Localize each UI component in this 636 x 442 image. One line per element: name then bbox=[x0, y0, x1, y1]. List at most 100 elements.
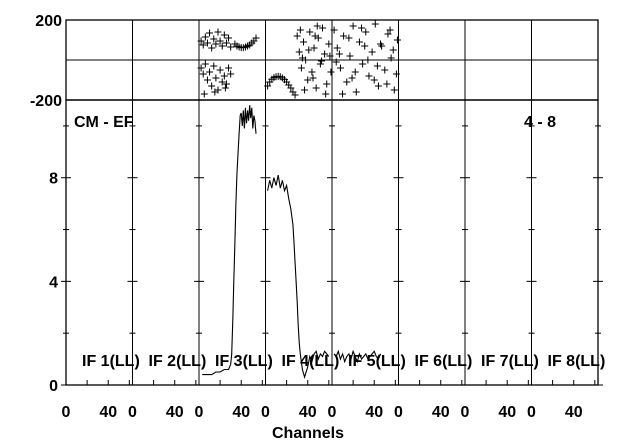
phase-point bbox=[218, 42, 226, 50]
phase-point bbox=[287, 84, 295, 92]
xtick-label: 40 bbox=[299, 404, 317, 421]
phase-point bbox=[225, 34, 233, 42]
xtick-label: 40 bbox=[498, 404, 516, 421]
phase-point bbox=[319, 24, 326, 32]
xtick-label: 0 bbox=[461, 404, 470, 421]
phase-point bbox=[301, 86, 309, 94]
xtick-label: 40 bbox=[99, 404, 117, 421]
phase-point bbox=[383, 80, 391, 88]
phase-point bbox=[199, 41, 207, 49]
phase-point bbox=[323, 80, 331, 88]
amplitude-ytick-label: 8 bbox=[49, 171, 58, 188]
phase-point bbox=[308, 68, 316, 76]
phase-point bbox=[326, 52, 334, 60]
xtick-label: 40 bbox=[365, 404, 383, 421]
phase-point bbox=[201, 33, 209, 41]
phase-point bbox=[371, 20, 379, 28]
if-label: IF 3(LL) bbox=[215, 353, 273, 370]
phase-point bbox=[332, 58, 340, 66]
if-label: IF 8(LL) bbox=[548, 353, 606, 370]
phase-point bbox=[211, 88, 219, 96]
phase-point bbox=[208, 82, 216, 90]
phase-point bbox=[362, 28, 370, 36]
phase-point bbox=[304, 76, 312, 84]
band-label: 4 - 8 bbox=[524, 114, 556, 131]
data-series bbox=[197, 20, 401, 380]
phase-point bbox=[322, 90, 330, 98]
phase-point bbox=[327, 68, 335, 76]
xtick-label: 40 bbox=[232, 404, 250, 421]
phase-point bbox=[352, 88, 360, 96]
phase-point bbox=[297, 64, 305, 72]
xtick-label: 0 bbox=[195, 404, 204, 421]
phase-point bbox=[368, 48, 376, 56]
phase-point bbox=[296, 26, 304, 34]
phase-point bbox=[212, 40, 220, 48]
xtick-label: 40 bbox=[166, 404, 184, 421]
phase-point bbox=[365, 72, 373, 80]
x-axis-label: Channels bbox=[272, 425, 344, 442]
phase-point bbox=[349, 22, 357, 30]
if-label: IF 4(LL) bbox=[282, 353, 340, 370]
phase-point bbox=[392, 70, 400, 78]
xtick-label: 0 bbox=[394, 404, 403, 421]
phase-point bbox=[364, 56, 372, 64]
phase-point bbox=[220, 31, 228, 39]
phase-point bbox=[317, 57, 325, 65]
phase-point bbox=[373, 62, 381, 70]
phase-point bbox=[339, 90, 347, 98]
phase-point bbox=[225, 64, 233, 72]
phase-point bbox=[387, 54, 395, 62]
axis-ticks bbox=[61, 125, 603, 386]
if-label: IF 5(LL) bbox=[348, 353, 406, 370]
phase-point bbox=[220, 72, 228, 80]
phase-point bbox=[325, 40, 333, 48]
phase-point bbox=[330, 26, 338, 34]
phase-point bbox=[221, 84, 229, 92]
phase-point bbox=[336, 64, 344, 72]
phase-point bbox=[343, 78, 351, 86]
amplitude-ytick-label: 0 bbox=[49, 378, 58, 395]
phase-point bbox=[206, 68, 214, 76]
xtick-label: 0 bbox=[128, 404, 137, 421]
xtick-label: 40 bbox=[432, 404, 450, 421]
phase-point bbox=[390, 86, 398, 94]
phase-point bbox=[227, 43, 235, 51]
xtick-label: 0 bbox=[328, 404, 337, 421]
phase-point bbox=[222, 39, 230, 47]
phase-point bbox=[359, 60, 367, 68]
phase-point bbox=[298, 54, 306, 62]
phase-point bbox=[312, 84, 320, 92]
phase-point bbox=[377, 40, 385, 48]
phase-point bbox=[374, 82, 382, 90]
phase-point bbox=[311, 32, 319, 40]
phase-point bbox=[305, 46, 313, 54]
panel-frames bbox=[65, 19, 599, 386]
phase-ytick-label: 200 bbox=[35, 13, 62, 30]
phase-point bbox=[348, 74, 356, 82]
phase-point bbox=[309, 74, 317, 82]
phase-point bbox=[199, 70, 207, 78]
phase-point bbox=[264, 82, 272, 90]
phase-point bbox=[203, 39, 211, 47]
phase-point bbox=[197, 64, 205, 72]
phase-point bbox=[216, 37, 224, 45]
phase-point bbox=[335, 50, 343, 58]
phase-point bbox=[346, 52, 354, 60]
phase-point bbox=[293, 32, 301, 40]
phase-point bbox=[316, 60, 324, 68]
phase-ytick-label: -200 bbox=[30, 93, 62, 110]
xtick-label: 0 bbox=[261, 404, 270, 421]
amplitude-line-if5 bbox=[333, 349, 382, 364]
amplitude-ytick-label: 4 bbox=[49, 274, 58, 291]
phase-point bbox=[206, 29, 214, 37]
phase-point bbox=[361, 42, 369, 50]
phase-point bbox=[252, 34, 260, 42]
if-label: IF 6(LL) bbox=[415, 353, 473, 370]
phase-point bbox=[355, 38, 363, 46]
phase-point bbox=[381, 66, 389, 74]
phase-point bbox=[340, 32, 348, 40]
phase-point bbox=[210, 62, 218, 70]
phase-point bbox=[210, 35, 218, 43]
